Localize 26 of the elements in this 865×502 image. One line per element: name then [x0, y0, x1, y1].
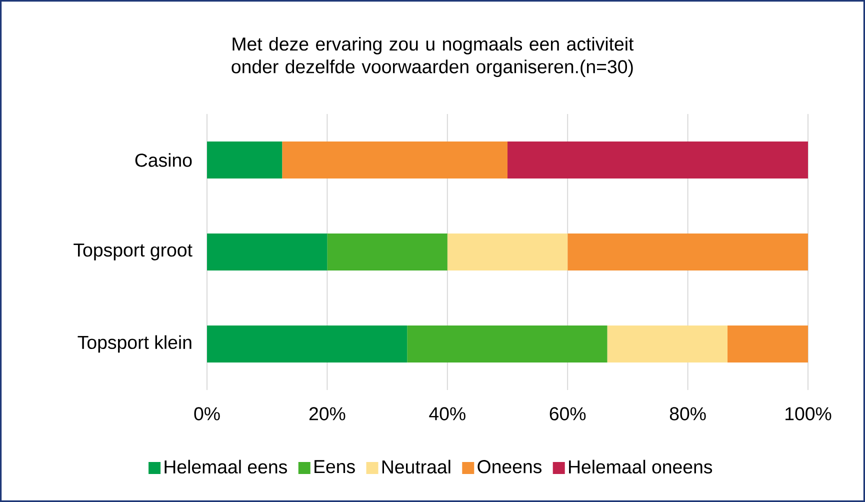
legend-label: Neutraal	[382, 460, 450, 474]
bar	[282, 142, 508, 178]
x-tick-label: 0%	[194, 407, 220, 420]
bar	[327, 233, 448, 270]
bar	[207, 325, 408, 362]
x-tick-label: 40%	[429, 407, 466, 420]
legend-label: Oneens	[478, 460, 542, 474]
x-tick-label: 20%	[309, 407, 346, 420]
legend-label: Helemaal eens	[164, 460, 287, 474]
legend-label: Eens	[314, 460, 355, 474]
bar	[607, 325, 728, 362]
bar	[407, 325, 608, 362]
x-tick-label: 80%	[670, 407, 706, 420]
chart-title: Met deze ervaring zou u nogmaals een activiteit onder dezelfde voorwaarden organiseren.(n=30)	[232, 36, 634, 78]
bar	[508, 142, 808, 178]
bar	[207, 233, 328, 270]
legend-label: Helemaal oneens	[569, 460, 712, 474]
y-tick-label: Topsport groot	[74, 244, 192, 260]
x-tick-label: 60%	[550, 407, 586, 420]
x-tick-label: 100%	[786, 407, 832, 420]
bar	[207, 142, 282, 178]
bar	[568, 233, 808, 270]
y-tick-label: Casino	[135, 153, 192, 167]
bar	[727, 325, 808, 362]
bar	[447, 233, 568, 270]
y-tick-label: Topsport klein	[78, 335, 192, 353]
